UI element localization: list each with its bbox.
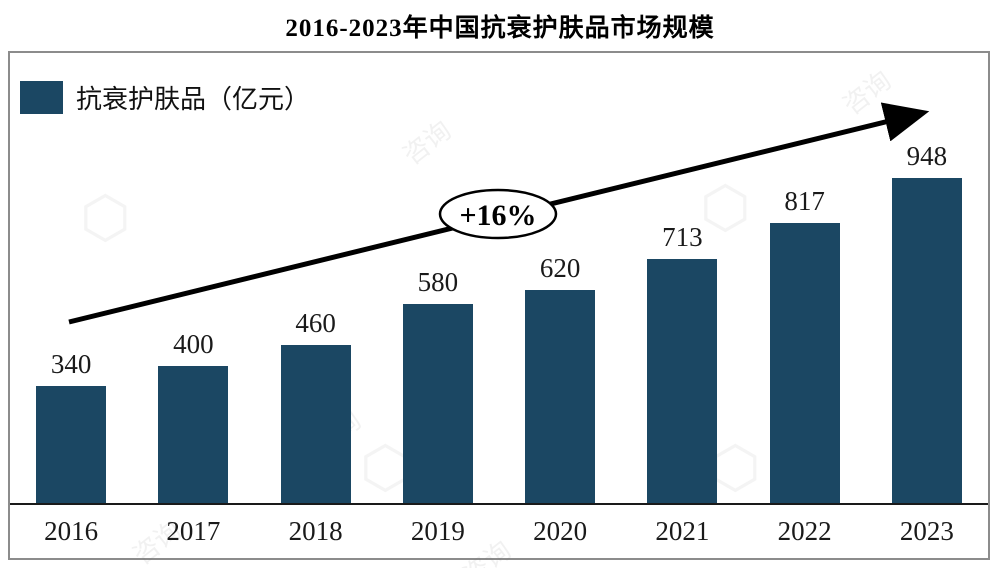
bar	[647, 259, 718, 503]
bar	[891, 178, 962, 503]
x-axis-label: 2016	[44, 516, 99, 546]
x-axis-line	[10, 503, 988, 505]
x-axis-label: 2022	[777, 516, 832, 546]
bar-column: 580	[377, 269, 499, 503]
bar	[525, 290, 596, 503]
watermark-logo-icon: ⬡	[360, 435, 411, 500]
x-axis-label: 2021	[655, 516, 710, 546]
bar-value-label: 817	[784, 186, 825, 216]
bar	[402, 304, 473, 503]
watermark-logo-icon: ⬡	[710, 435, 761, 500]
bar	[280, 345, 351, 503]
chart-plot-box: 抗衰护肤品（亿元） +16% 340 400 460 580 620 713 817 948 …	[8, 51, 990, 568]
x-axis-label: 2023	[899, 516, 954, 546]
bar-column: 620	[499, 255, 621, 503]
x-axis-label: 2017	[166, 516, 221, 546]
bar-value-label: 713	[662, 222, 703, 252]
bar-value-label: 400	[173, 329, 214, 359]
bar-column: 817	[744, 188, 866, 503]
bar-column: 948	[866, 143, 988, 503]
bar-value-label: 948	[906, 141, 948, 171]
bar-column: 340	[10, 351, 132, 503]
watermark: 咨询	[837, 65, 897, 121]
legend-swatch	[20, 81, 63, 114]
bar	[36, 386, 107, 503]
legend-label: 抗衰护肤品（亿元）	[76, 85, 311, 114]
bar-value-label: 340	[50, 349, 92, 379]
bar-column: 460	[255, 310, 377, 503]
chart-title: 2016-2023年中国抗衰护肤品市场规模	[285, 15, 715, 42]
bar-value-label: 580	[417, 267, 459, 297]
x-axis-label: 2019	[410, 516, 465, 546]
bar-value-label: 620	[539, 253, 581, 283]
bar	[769, 223, 840, 503]
bar-column: 400	[132, 331, 254, 503]
bar	[158, 366, 229, 503]
legend: 抗衰护肤品（亿元）	[20, 79, 310, 116]
bar-column: 713	[621, 224, 743, 503]
x-axis-label: 2018	[288, 516, 343, 546]
bars-row: 340 400 460 580 620 713 817 948	[10, 143, 988, 503]
bar-value-label: 460	[295, 308, 336, 338]
x-axis-labels: 2016 2017 2018 2019 2020 2021 2022 2023	[10, 505, 988, 558]
x-axis-label: 2020	[533, 516, 588, 546]
